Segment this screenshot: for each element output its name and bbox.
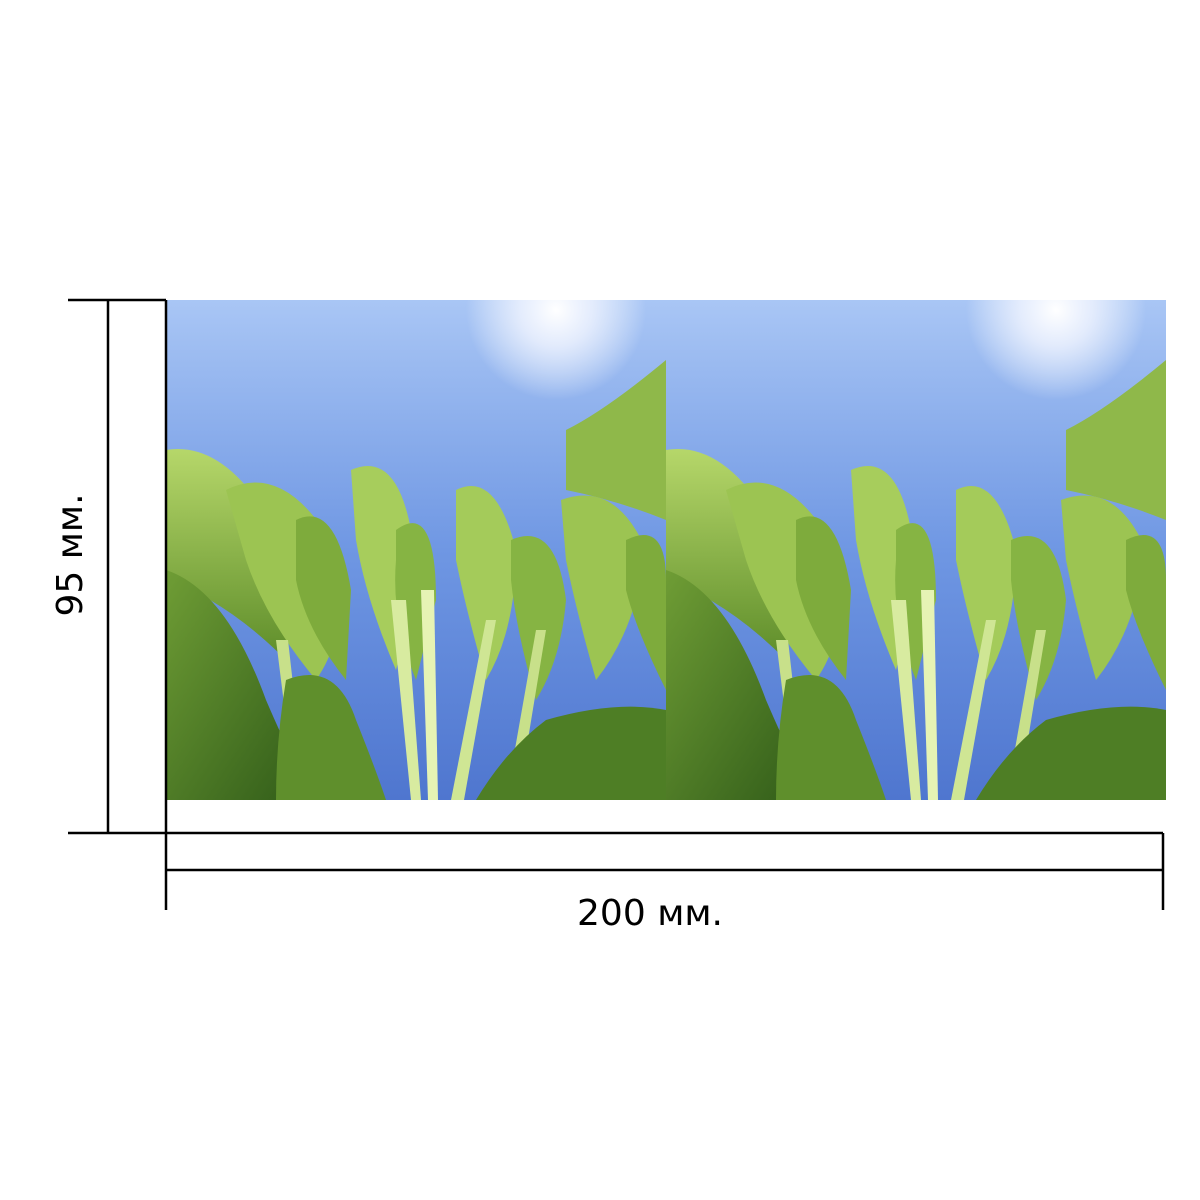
height-label: 95 мм. [50,493,91,616]
width-dimension [164,831,1165,910]
height-dimension [68,298,168,835]
width-label: 200 мм. [577,893,723,934]
product-photo [166,220,1166,800]
